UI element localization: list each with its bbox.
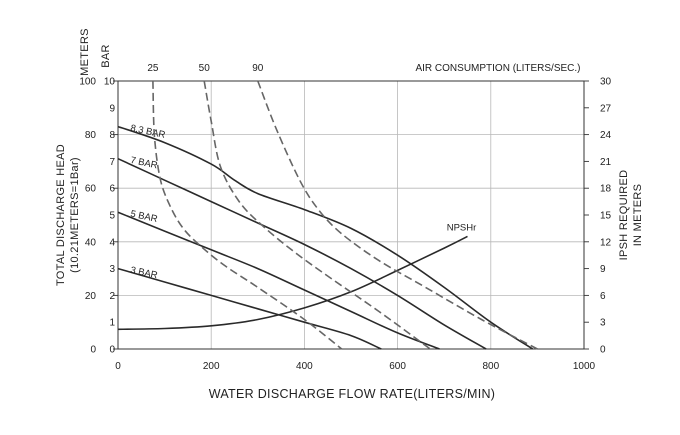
grid xyxy=(118,81,584,349)
y-tick-label-meters: 0 xyxy=(90,345,96,356)
y-tick-label-meters: 100 xyxy=(79,77,96,88)
air-consumption-label: 50 xyxy=(199,63,211,74)
right-tick-label: 18 xyxy=(600,184,612,195)
y-tick-label-bar: 2 xyxy=(109,291,115,302)
left-unit-bar: BAR xyxy=(100,44,112,68)
x-tick-label: 600 xyxy=(389,361,406,372)
right-tick-label: 3 xyxy=(600,318,606,329)
y-tick-label-bar: 10 xyxy=(104,77,116,88)
series-label: 7 BAR xyxy=(129,155,158,171)
y-tick-label-bar: 5 xyxy=(109,211,115,222)
right-axis-subtitle: IN METERS xyxy=(632,184,644,247)
y-tick-label-bar: 0 xyxy=(109,345,115,356)
y-tick-label-bar: 9 xyxy=(109,103,115,114)
ticks: 0 200 400 600 800 100002040608010001234567891… xyxy=(79,77,611,373)
series-label: 3 BAR xyxy=(129,265,158,281)
series-label: 8.3 BAR xyxy=(129,123,166,141)
y-tick-label-bar: 7 xyxy=(109,157,115,168)
bar-pressure-curve xyxy=(117,157,487,350)
y-tick-label-meters: 60 xyxy=(85,184,97,195)
air-consumption-curve xyxy=(152,80,343,350)
y-tick-label-bar: 4 xyxy=(109,237,115,248)
x-tick-label: 200 xyxy=(203,361,220,372)
right-tick-label: 9 xyxy=(600,264,606,275)
x-tick-label: 0 xyxy=(115,361,121,372)
x-axis-title: WATER DISCHARGE FLOW RATE(LITERS/MIN) xyxy=(209,387,496,401)
y-tick-label-bar: 3 xyxy=(109,264,115,275)
y-tick-label-meters: 40 xyxy=(85,237,97,248)
right-tick-label: 12 xyxy=(600,237,612,248)
y-tick-label-meters: 80 xyxy=(85,130,97,141)
plot-frame xyxy=(117,80,585,350)
left-axis-title: TOTAL DISCHARGE HEAD xyxy=(55,144,67,286)
x-tick-label: 1000 xyxy=(573,361,596,372)
right-tick-label: 27 xyxy=(600,103,612,114)
right-tick-label: 15 xyxy=(600,211,612,222)
air-consumption-label: 25 xyxy=(147,63,159,74)
right-axis-title: IPSH REQUIRED xyxy=(618,170,630,261)
y-tick-label-meters: 20 xyxy=(85,291,97,302)
npshr-curve xyxy=(117,235,468,331)
right-tick-label: 24 xyxy=(600,130,612,141)
right-tick-label: 21 xyxy=(600,157,612,168)
bar-pressure-curve xyxy=(117,267,382,350)
right-tick-label: 0 xyxy=(600,345,606,356)
right-tick-label: 6 xyxy=(600,291,606,302)
right-tick-label: 30 xyxy=(600,77,612,88)
bar-pressure-curve xyxy=(117,125,534,350)
y-tick-label-bar: 1 xyxy=(109,318,115,329)
left-axis-subtitle: (10.21METERS=1Bar) xyxy=(69,157,81,273)
left-unit-meters: METERS xyxy=(79,28,91,76)
top-axis-title: AIR CONSUMPTION (LITERS/SEC.) xyxy=(415,63,580,74)
air-consumption-curve xyxy=(203,80,431,350)
y-tick-label-bar: 6 xyxy=(109,184,115,195)
npshr-label: NPSHr xyxy=(447,222,477,233)
x-tick-label: 800 xyxy=(482,361,499,372)
air-consumption-label: 90 xyxy=(252,63,264,74)
x-tick-label: 400 xyxy=(296,361,313,372)
bar-pressure-curve xyxy=(117,211,440,350)
y-tick-label-bar: 8 xyxy=(109,130,115,141)
